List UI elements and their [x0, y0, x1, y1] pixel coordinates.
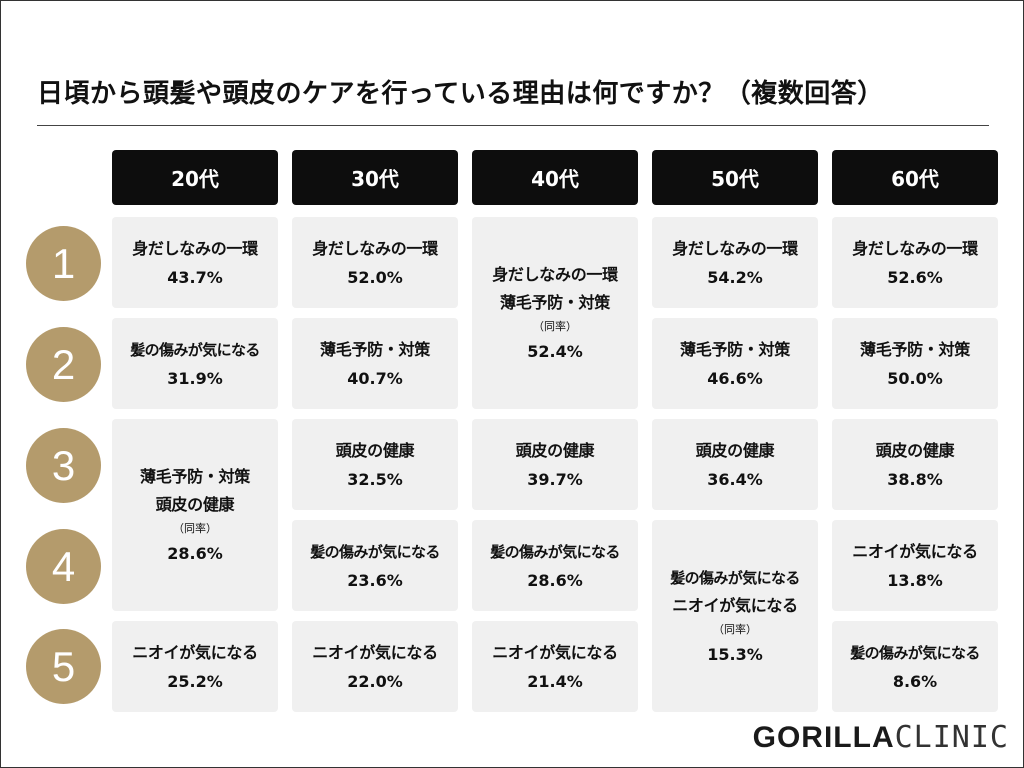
cell-50s-rank2: 薄毛予防・対策 46.6% [652, 318, 818, 409]
reason-label: 身だしなみの一環 [852, 238, 978, 258]
reason-label: 頭皮の健康 [155, 495, 235, 514]
reason-label: 身だしなみの一環 [672, 238, 798, 258]
reason-label: 髪の傷みが気になる [130, 340, 260, 359]
cell-20s-rank1: 身だしなみの一環 43.7% [112, 217, 278, 308]
percentage: 15.3% [707, 645, 763, 664]
percentage: 39.7% [527, 469, 583, 489]
cell-60s-rank4: ニオイが気になる 13.8% [832, 520, 998, 611]
percentage: 13.8% [887, 570, 943, 590]
reason-label: ニオイが気になる [672, 596, 798, 615]
rank-badge-4: 4 [26, 529, 101, 604]
reason-label: ニオイが気になる [492, 642, 618, 662]
percentage: 28.6% [167, 544, 223, 563]
percentage: 52.6% [887, 267, 943, 287]
header-30s: 30代 [292, 150, 458, 205]
reason-label: ニオイが気になる [312, 642, 438, 662]
rank-badge-2: 2 [26, 327, 101, 402]
reason-label: 髪の傷みが気になる [310, 542, 440, 561]
reason-label: 薄毛予防・対策 [500, 293, 610, 312]
rank-badge-5: 5 [26, 629, 101, 704]
cell-40s-rank4: 髪の傷みが気になる 28.6% [472, 520, 638, 611]
cell-40s-rank5: ニオイが気になる 21.4% [472, 621, 638, 712]
cell-50s-rank1: 身だしなみの一環 54.2% [652, 217, 818, 308]
logo-light-text: CLINIC [894, 720, 1009, 755]
percentage: 52.0% [347, 267, 403, 287]
header-60s: 60代 [832, 150, 998, 205]
percentage: 38.8% [887, 469, 943, 489]
percentage: 32.5% [347, 469, 403, 489]
cell-60s-rank2: 薄毛予防・対策 50.0% [832, 318, 998, 409]
percentage: 25.2% [167, 671, 223, 691]
reason-label: ニオイが気になる [852, 541, 978, 561]
cell-30s-rank1: 身だしなみの一環 52.0% [292, 217, 458, 308]
percentage: 43.7% [167, 267, 223, 287]
cell-30s-rank4: 髪の傷みが気になる 23.6% [292, 520, 458, 611]
cell-20s-rank3-4-tie: 薄毛予防・対策 頭皮の健康 （同率） 28.6% [112, 419, 278, 611]
cell-40s-rank1-2-tie: 身だしなみの一環 薄毛予防・対策 （同率） 52.4% [472, 217, 638, 409]
reason-label: 頭皮の健康 [335, 440, 415, 460]
percentage: 46.6% [707, 368, 763, 388]
page-title: 日頃から頭髪や頭皮のケアを行っている理由は何ですか？（複数回答） [37, 79, 884, 109]
percentage: 52.4% [527, 342, 583, 361]
cell-20s-rank5: ニオイが気になる 25.2% [112, 621, 278, 712]
percentage: 36.4% [707, 469, 763, 489]
percentage: 40.7% [347, 368, 403, 388]
percentage: 22.0% [347, 671, 403, 691]
header-50s: 50代 [652, 150, 818, 205]
tie-note: （同率） [533, 320, 577, 333]
reason-label: 薄毛予防・対策 [140, 467, 250, 486]
reason-label: 髪の傷みが気になる [490, 542, 620, 561]
reason-label: 薄毛予防・対策 [860, 339, 970, 359]
reason-label: 頭皮の健康 [515, 440, 595, 460]
header-20s: 20代 [112, 150, 278, 205]
gorilla-clinic-logo: GORILLACLINIC [753, 720, 1009, 755]
reason-label: 髪の傷みが気になる [850, 643, 980, 662]
cell-50s-rank4-5-tie: 髪の傷みが気になる ニオイが気になる （同率） 15.3% [652, 520, 818, 712]
tie-note: （同率） [173, 522, 217, 535]
reason-label: 身だしなみの一環 [132, 238, 258, 258]
reason-label: 薄毛予防・対策 [680, 339, 790, 359]
percentage: 50.0% [887, 368, 943, 388]
percentage: 28.6% [527, 570, 583, 590]
rank-badge-1: 1 [26, 226, 101, 301]
cell-60s-rank1: 身だしなみの一環 52.6% [832, 217, 998, 308]
cell-30s-rank5: ニオイが気になる 22.0% [292, 621, 458, 712]
rank-badge-3: 3 [26, 428, 101, 503]
cell-30s-rank3: 頭皮の健康 32.5% [292, 419, 458, 510]
reason-label: ニオイが気になる [132, 642, 258, 662]
percentage: 23.6% [347, 570, 403, 590]
percentage: 21.4% [527, 671, 583, 691]
cell-30s-rank2: 薄毛予防・対策 40.7% [292, 318, 458, 409]
tie-note: （同率） [713, 623, 757, 636]
cell-50s-rank3: 頭皮の健康 36.4% [652, 419, 818, 510]
percentage: 54.2% [707, 267, 763, 287]
cell-20s-rank2: 髪の傷みが気になる 31.9% [112, 318, 278, 409]
reason-label: 頭皮の健康 [875, 440, 955, 460]
reason-label: 身だしなみの一環 [492, 265, 618, 284]
logo-bold-text: GORILLA [752, 721, 895, 754]
reason-label: 身だしなみの一環 [312, 238, 438, 258]
percentage: 8.6% [892, 671, 938, 691]
title-divider [37, 125, 989, 126]
cell-60s-rank5: 髪の傷みが気になる 8.6% [832, 621, 998, 712]
header-40s: 40代 [472, 150, 638, 205]
reason-label: 薄毛予防・対策 [320, 339, 430, 359]
cell-40s-rank3: 頭皮の健康 39.7% [472, 419, 638, 510]
percentage: 31.9% [167, 368, 223, 388]
reason-label: 髪の傷みが気になる [670, 569, 800, 587]
cell-60s-rank3: 頭皮の健康 38.8% [832, 419, 998, 510]
reason-label: 頭皮の健康 [695, 440, 775, 460]
